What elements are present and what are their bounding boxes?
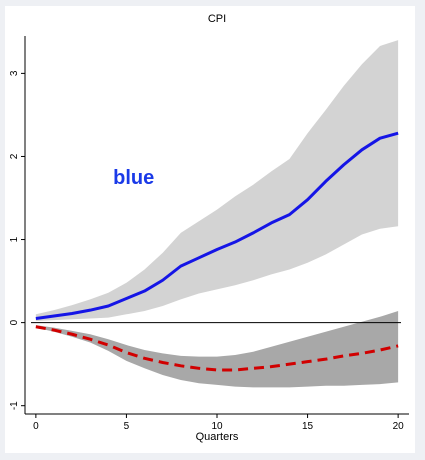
y-tick-label: 1	[9, 236, 20, 242]
annotation-text: blue	[113, 167, 154, 189]
band-series-1	[35, 40, 399, 321]
y-tick-label: 0	[9, 319, 20, 325]
band-series-2	[35, 310, 399, 388]
confidence-bands	[35, 40, 399, 388]
x-tick-label: 10	[211, 421, 223, 432]
x-tick-label: 5	[124, 421, 130, 432]
axes	[21, 36, 409, 418]
chart-labels: -1 0 1 2 3 0 5 10 15 20 CPI Quarters blue	[9, 13, 404, 443]
series-lines	[31, 131, 401, 372]
y-tick-label: -1	[9, 401, 20, 410]
x-tick-label: 20	[393, 421, 405, 432]
x-tick-label: 15	[302, 421, 314, 432]
series-line-2	[35, 325, 399, 372]
x-tick-label: 0	[33, 421, 39, 432]
series-line-1	[35, 131, 399, 320]
y-tick-label: 2	[9, 153, 20, 159]
y-tick-label: 3	[9, 70, 20, 76]
chart-title: CPI	[208, 13, 226, 25]
x-axis-label: Quarters	[196, 431, 239, 443]
